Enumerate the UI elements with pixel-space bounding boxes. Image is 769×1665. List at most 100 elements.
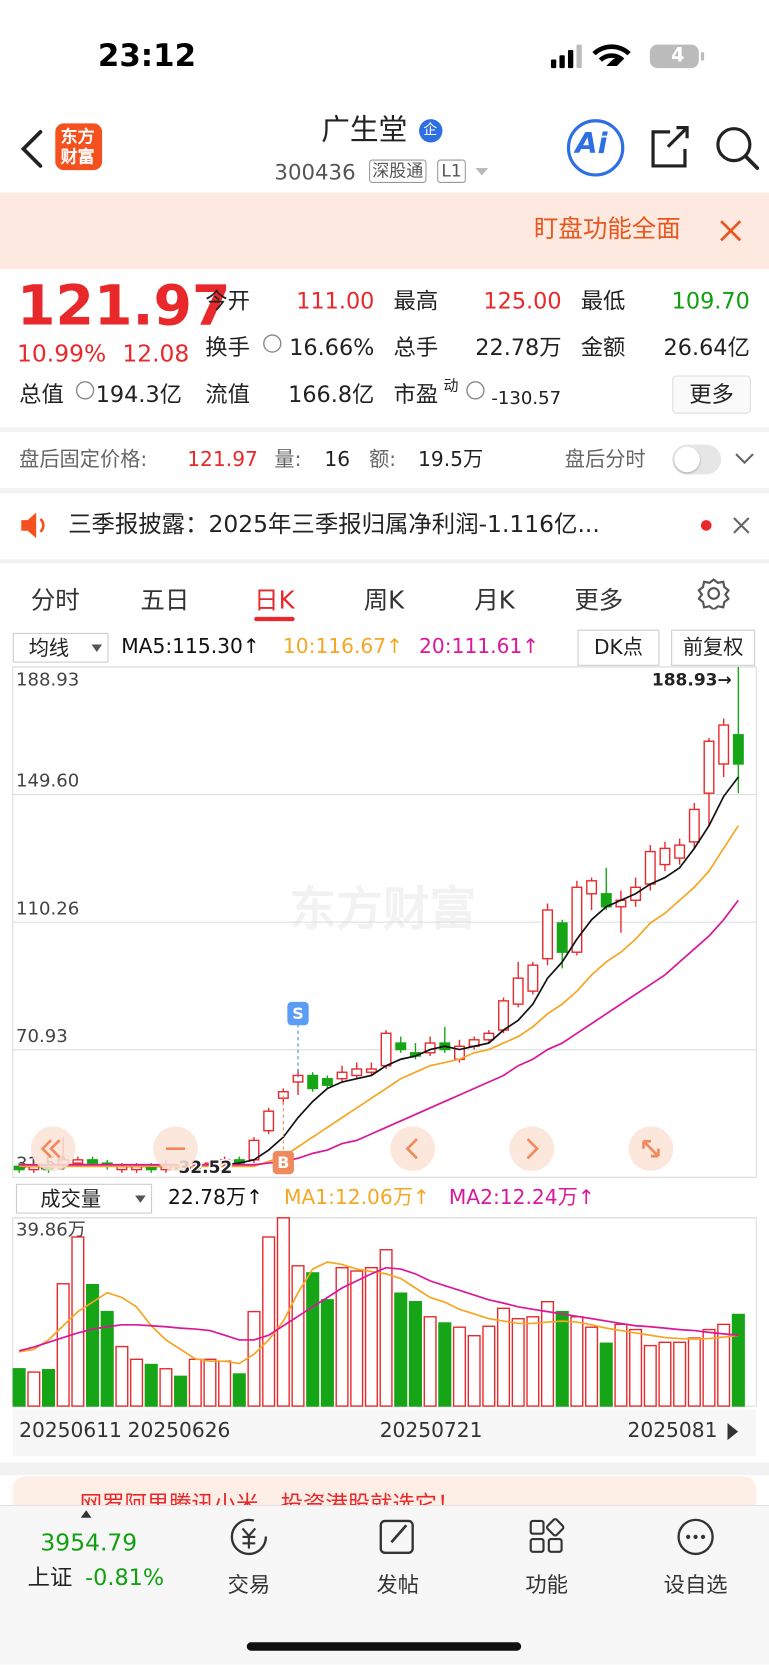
field-sup: 动 [443,377,459,395]
ai-button[interactable] [566,119,625,177]
volume-bar [394,1292,408,1407]
news-text[interactable]: 三季报披露：2025年三季报归属净利润-1.116亿... [68,511,600,539]
candle-body [395,1042,407,1051]
adjust-button[interactable]: 前复权 [671,629,756,666]
unread-dot [700,520,712,531]
ma-selector[interactable]: 均线 [12,632,109,663]
candle-body [512,977,524,1005]
header-icons[interactable] [647,123,764,172]
candle-body [498,1000,509,1031]
volume-bar [438,1322,452,1407]
clock: 23:12 [97,37,197,74]
volume-bar [320,1299,334,1407]
field-value: 16.66% [289,335,375,361]
nav-item[interactable]: 交易 [227,1572,271,1598]
candle-body [586,880,598,895]
candle-body [365,1068,377,1073]
toggle-knob [674,446,700,473]
candle-body [644,850,656,885]
field-label: 市盈 [393,381,439,408]
index-name: 上证 [27,1564,73,1591]
volume-bar [188,1358,202,1407]
ai-label[interactable]: Ai [575,127,608,161]
volume-bar [159,1368,173,1407]
badge: 企 [423,122,438,139]
volume-ma1: MA1:12.06万↑ [283,1185,430,1210]
max-label: 188.93→ [652,671,732,691]
volume-bar [423,1316,437,1407]
chart-nav-button[interactable] [509,1126,555,1172]
candle-body [307,1074,319,1090]
chart-nav-icon [405,1138,418,1160]
tab[interactable]: 月K [474,587,515,615]
nav-icons [230,1518,714,1556]
after-hours-amount-label: 额: [369,447,397,472]
candle-body [703,740,715,794]
tab[interactable]: 周K [363,587,405,615]
up-arrow [80,1510,92,1518]
divider [0,559,769,564]
candle-body [336,1071,348,1080]
candle-body [718,724,730,765]
y-tick-label: 149.60 [16,771,79,792]
volume-bar [687,1337,701,1407]
field-label: 流值 [205,381,250,408]
tab[interactable]: 五日 [140,587,190,615]
change: 12.08 [122,341,190,369]
banner-close[interactable] [719,219,742,242]
volume-bar [71,1236,85,1407]
nav-item[interactable]: 功能 [525,1572,568,1598]
battery-level: 4 [671,44,685,68]
back-button[interactable] [17,128,47,171]
volume-bar [335,1267,349,1407]
volume-bar [614,1323,628,1407]
candle-body [732,734,744,765]
banner-text: 盯盘功能全面 [533,215,681,244]
scroll-arrow[interactable] [727,1423,739,1441]
nav-item[interactable]: 设自选 [663,1572,728,1598]
volume-bar [130,1358,144,1407]
volume-bar [350,1270,364,1407]
field-label: 最低 [580,288,626,314]
x-tick-label: 20250626 [128,1418,231,1442]
volume-bar [306,1272,320,1407]
divider [0,488,769,494]
chart-nav-button[interactable] [30,1126,76,1172]
logo-line: 财富 [60,146,95,167]
volume-bar [467,1335,481,1407]
signal-badge [272,1150,294,1175]
nav-item[interactable]: 发帖 [376,1572,420,1598]
footer [0,1504,769,1665]
settings-icon[interactable] [697,578,730,610]
y-tick-label: 39.86万 [16,1220,86,1241]
more-button[interactable]: 更多 [672,375,751,414]
volume-bar [144,1363,158,1407]
volume-selector[interactable]: 成交量 [15,1183,153,1214]
volume-bar [379,1249,393,1407]
tab[interactable]: 日K [254,587,295,615]
field-value: 109.70 [671,288,750,314]
volume-bar [408,1301,422,1407]
index-change: -0.81% [85,1564,165,1591]
volume-bar [247,1310,261,1407]
volume-bar [218,1360,232,1407]
candle-body [674,844,686,859]
date-axis-band [12,1409,757,1457]
ma-line [19,825,740,1168]
app-logo [55,123,103,171]
volume-bar [482,1325,496,1407]
volume-bar [555,1310,569,1407]
volume-bar [496,1307,511,1407]
volume-bar [585,1326,599,1407]
dk-button[interactable]: DK点 [577,629,660,666]
chart-nav-icon [526,1138,539,1160]
chart-nav-button[interactable] [390,1126,436,1172]
chevron[interactable] [734,451,755,466]
banner [0,192,769,270]
signal-badge [287,1001,309,1026]
news-close[interactable] [732,516,751,535]
volume-bar [27,1371,41,1407]
tab[interactable]: 更多 [574,587,624,615]
tab[interactable]: 分时 [30,587,80,615]
